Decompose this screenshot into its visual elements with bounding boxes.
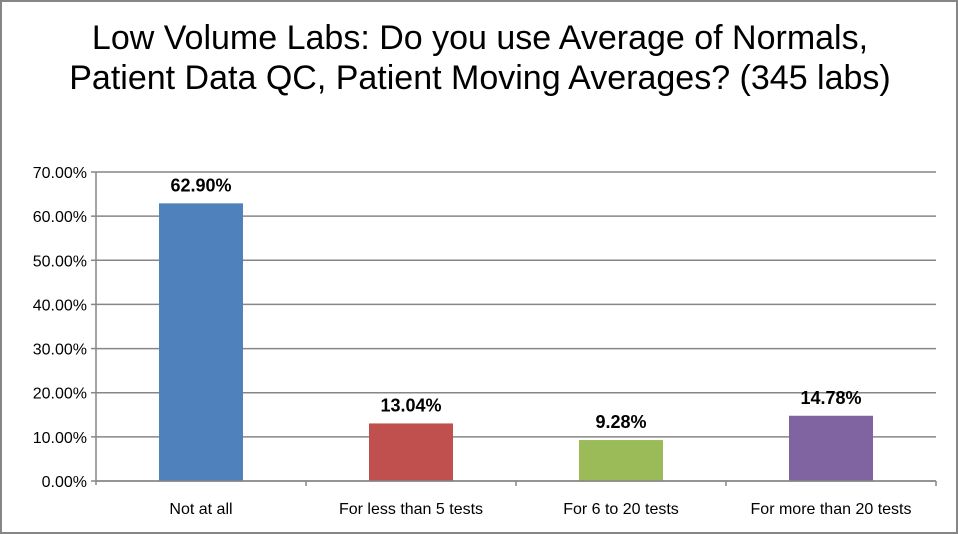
- data-label: 9.28%: [595, 412, 646, 432]
- y-tick-label: 60.00%: [33, 209, 87, 226]
- chart-title: Low Volume Labs: Do you use Average of N…: [69, 19, 891, 97]
- bar: [789, 415, 873, 481]
- y-tick-label: 20.00%: [33, 386, 87, 403]
- x-tick-label: For 6 to 20 tests: [563, 501, 679, 518]
- bar: [579, 440, 663, 481]
- bar: [159, 203, 243, 481]
- x-tick-label: For more than 20 tests: [751, 501, 912, 518]
- y-tick-label: 0.00%: [42, 474, 87, 491]
- x-tick-label: Not at all: [169, 501, 232, 518]
- y-tick-label: 50.00%: [33, 253, 87, 270]
- data-label: 13.04%: [380, 395, 441, 415]
- y-tick-label: 70.00%: [33, 165, 87, 182]
- y-tick-label: 40.00%: [33, 297, 87, 314]
- bar: [369, 423, 453, 481]
- data-label: 14.78%: [800, 388, 861, 408]
- y-tick-label: 10.00%: [33, 430, 87, 447]
- x-tick-label: For less than 5 tests: [339, 501, 483, 518]
- data-label: 62.90%: [170, 175, 231, 195]
- y-tick-label: 30.00%: [33, 342, 87, 359]
